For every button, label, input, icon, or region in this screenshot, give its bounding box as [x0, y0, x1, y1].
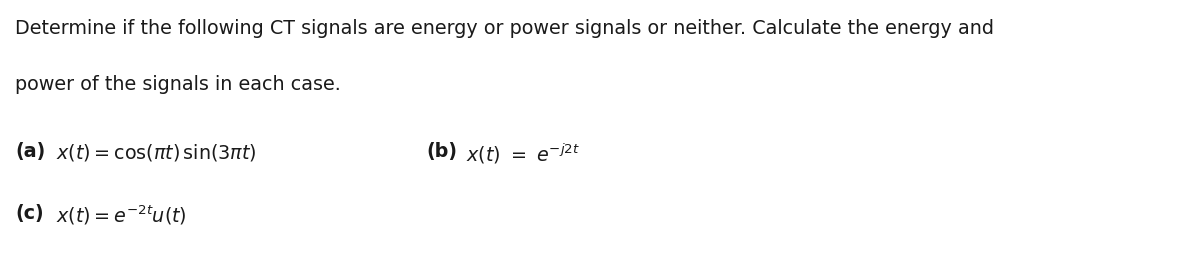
- Text: (c): (c): [14, 204, 43, 223]
- Text: power of the signals in each case.: power of the signals in each case.: [14, 75, 341, 94]
- Text: $x(t) = e^{-2t}u(t)$: $x(t) = e^{-2t}u(t)$: [56, 204, 187, 227]
- Text: (a): (a): [14, 142, 46, 161]
- Text: $x(t) \ = \ e^{-j2t}$: $x(t) \ = \ e^{-j2t}$: [466, 142, 580, 166]
- Text: (b): (b): [426, 142, 457, 161]
- Text: Determine if the following CT signals are energy or power signals or neither. Ca: Determine if the following CT signals ar…: [14, 19, 994, 38]
- Text: $x(t) = \cos(\pi t)\,\sin(3\pi t)$: $x(t) = \cos(\pi t)\,\sin(3\pi t)$: [56, 142, 257, 163]
